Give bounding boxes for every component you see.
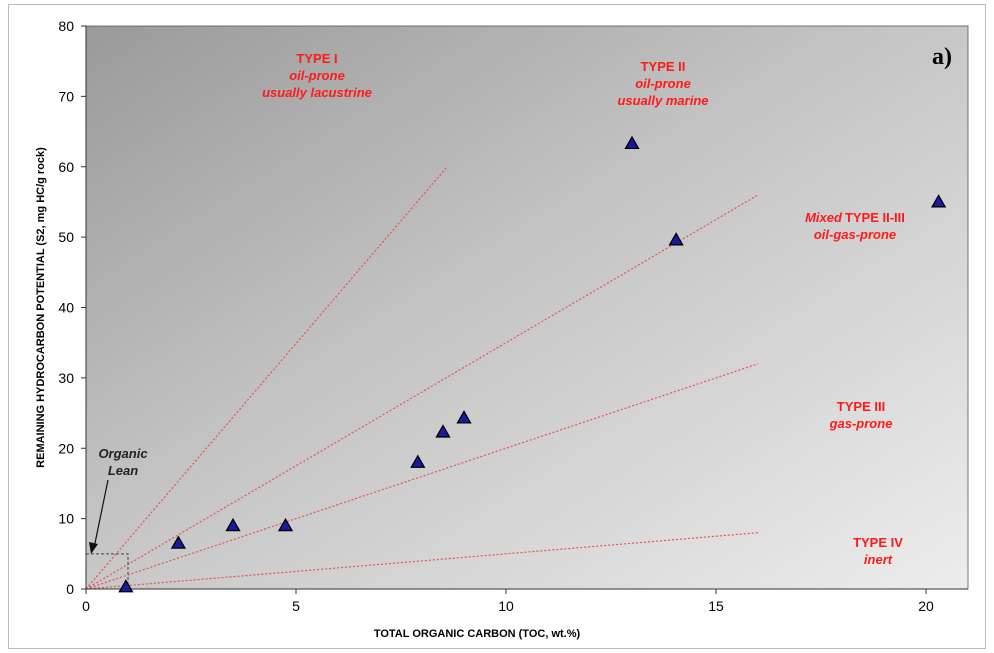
type1-line2: usually lacustrine: [262, 85, 372, 100]
lean-line2: Lean: [108, 463, 138, 478]
type3-title: TYPE III: [837, 399, 885, 414]
data-point-6: [435, 424, 451, 438]
organic-lean-arrow: [93, 479, 109, 549]
data-point-7: [456, 410, 472, 424]
y-tick-label: 0: [66, 581, 74, 597]
type3-line1: gas-prone: [829, 416, 893, 431]
plot-area: [85, 25, 969, 590]
organic-lean-arrowhead: [89, 542, 98, 554]
type23-title: Mixed TYPE II-III: [805, 210, 905, 225]
type1-line1: oil-prone: [289, 68, 345, 83]
boundary-line-4: [85, 532, 759, 590]
lean-line1: Organic: [98, 446, 148, 461]
y-tick-label: 20: [58, 440, 74, 456]
data-point-3: [225, 517, 241, 532]
x-axis-title: TOTAL ORGANIC CARBON (TOC, wt.%): [374, 628, 581, 640]
boundary-line-1: [85, 166, 448, 590]
y-tick-label: 10: [58, 511, 74, 527]
type23-prefix: Mixed: [805, 210, 843, 225]
panel-label: a): [932, 44, 952, 70]
type23-label: TYPE II-III: [845, 210, 905, 225]
type2-line1: oil-prone: [635, 76, 691, 91]
y-axis-title: REMAINING HYDROCARBON POTENTIAL (S2, mg …: [35, 147, 47, 468]
type1-title: TYPE I: [296, 51, 337, 66]
data-point-9: [668, 232, 684, 246]
x-tick-label: 10: [498, 598, 514, 614]
x-tick-label: 0: [82, 598, 90, 614]
y-tick-label: 80: [58, 18, 74, 34]
x-tick-label: 15: [708, 598, 724, 614]
tick-labels: 0 5 10 15 20 0 10 20 30 40 50 60 70 80: [58, 18, 934, 614]
boundary-line-2: [85, 194, 759, 590]
x-tick-label: 20: [918, 598, 934, 614]
y-tick-label: 40: [58, 300, 74, 316]
type-boundary-lines: [85, 166, 759, 590]
type2-line2: usually marine: [617, 93, 708, 108]
y-tick-label: 60: [58, 159, 74, 175]
y-tick-label: 70: [58, 88, 74, 104]
data-point-2: [170, 535, 187, 549]
y-tick-label: 30: [58, 370, 74, 386]
type4-line1: inert: [864, 552, 893, 567]
data-point-5: [410, 454, 426, 468]
data-point-10: [930, 194, 947, 208]
data-point-4: [277, 517, 294, 532]
x-tick-label: 5: [292, 598, 300, 614]
data-markers: [118, 135, 947, 593]
type4-title: TYPE IV: [853, 535, 903, 550]
data-point-1: [118, 579, 134, 593]
y-tick-label: 50: [58, 229, 74, 245]
data-point-8: [624, 135, 640, 150]
type2-title: TYPE II: [641, 59, 686, 74]
axes: [81, 25, 968, 594]
type23-line1: oil-gas-prone: [814, 227, 896, 242]
